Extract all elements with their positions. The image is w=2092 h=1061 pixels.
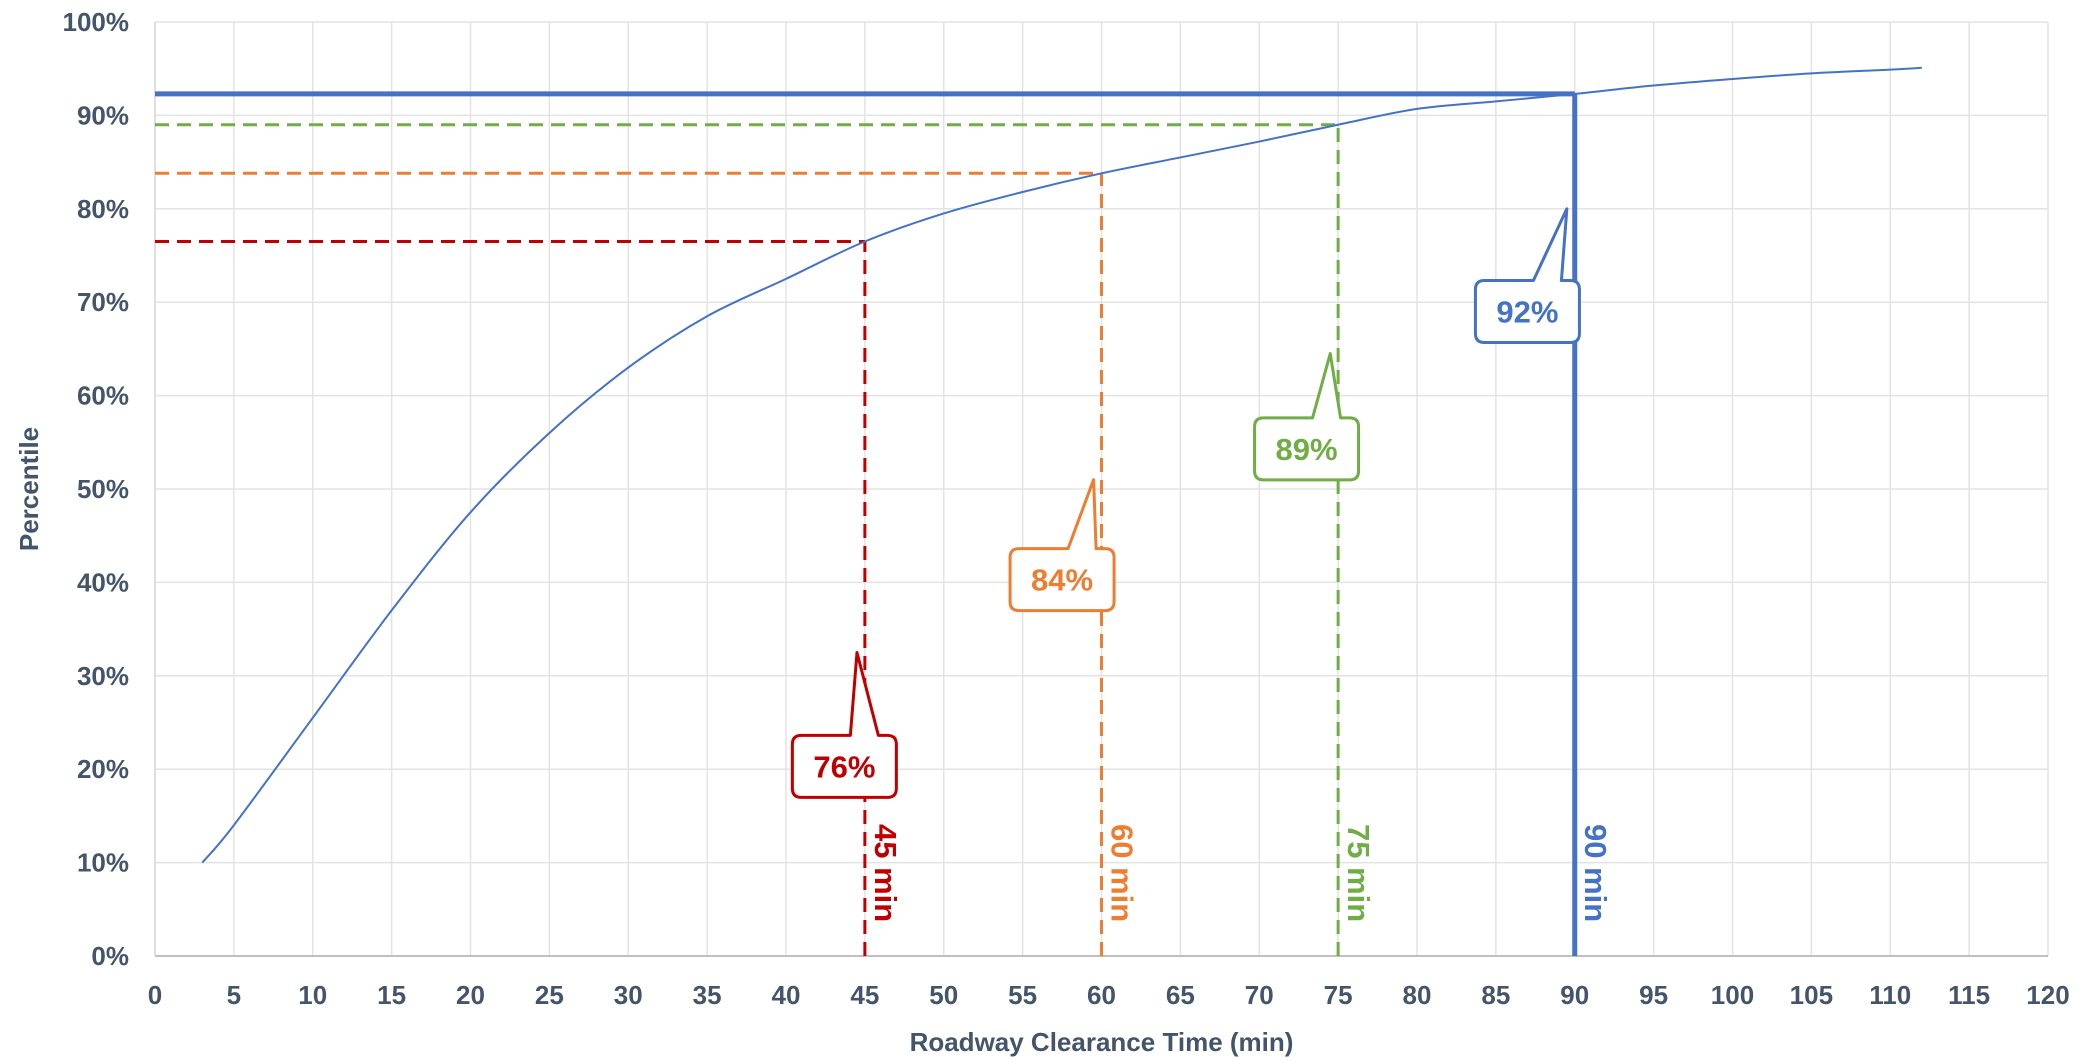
y-tick-label: 90% bbox=[77, 100, 129, 130]
x-tick-label: 120 bbox=[2026, 980, 2069, 1010]
series-point bbox=[201, 862, 203, 864]
marker-label-45: 45 min bbox=[868, 824, 903, 922]
callout-box-75 bbox=[1253, 352, 1361, 482]
y-tick-label: 30% bbox=[77, 661, 129, 691]
series-point bbox=[706, 315, 708, 317]
x-tick-label: 15 bbox=[377, 980, 406, 1010]
x-tick-label: 50 bbox=[929, 980, 958, 1010]
series-point bbox=[391, 609, 393, 611]
x-tick-label: 30 bbox=[614, 980, 643, 1010]
x-tick-label: 115 bbox=[1948, 980, 1990, 1010]
series-point bbox=[1258, 141, 1260, 143]
y-tick-label: 100% bbox=[63, 7, 130, 37]
y-tick-label: 50% bbox=[77, 474, 129, 504]
x-tick-label: 40 bbox=[772, 980, 801, 1010]
series-point bbox=[1810, 72, 1812, 74]
series-point bbox=[1653, 85, 1655, 87]
y-tick-label: 80% bbox=[77, 194, 129, 224]
callout-box-90 bbox=[1473, 207, 1581, 345]
x-tick-label: 95 bbox=[1639, 980, 1668, 1010]
marker-label-90: 90 min bbox=[1578, 824, 1613, 922]
y-tick-label: 0% bbox=[91, 941, 129, 971]
x-tick-label: 0 bbox=[148, 980, 162, 1010]
series-point bbox=[1101, 172, 1103, 174]
marker-label-60: 60 min bbox=[1105, 824, 1140, 922]
x-tick-label: 90 bbox=[1560, 980, 1589, 1010]
marker-label-75: 75 min bbox=[1341, 824, 1376, 922]
series-point bbox=[312, 717, 314, 719]
series-point bbox=[1495, 100, 1497, 102]
series-line-0 bbox=[201, 66, 1922, 864]
x-tick-label: 35 bbox=[693, 980, 722, 1010]
x-tick-label: 60 bbox=[1087, 980, 1116, 1010]
x-tick-label: 65 bbox=[1166, 980, 1195, 1010]
x-tick-label: 80 bbox=[1403, 980, 1432, 1010]
series-point bbox=[785, 278, 787, 280]
series-point bbox=[1022, 191, 1024, 193]
x-tick-label: 55 bbox=[1008, 980, 1037, 1010]
series-point bbox=[1574, 93, 1576, 95]
callout-box-60 bbox=[1008, 478, 1116, 613]
x-axis-title: Roadway Clearance Time (min) bbox=[910, 1027, 1294, 1057]
y-tick-label: 60% bbox=[77, 381, 129, 411]
x-tick-label: 25 bbox=[535, 980, 564, 1010]
x-tick-label: 20 bbox=[456, 980, 485, 1010]
x-tick-label: 70 bbox=[1245, 980, 1274, 1010]
series-point bbox=[233, 824, 235, 826]
series-point bbox=[864, 240, 866, 242]
x-tick-label: 110 bbox=[1869, 980, 1911, 1010]
x-tick-label: 5 bbox=[227, 980, 241, 1010]
y-tick-label: 40% bbox=[77, 567, 129, 597]
y-tick-label: 10% bbox=[77, 848, 129, 878]
x-tick-label: 45 bbox=[850, 980, 879, 1010]
x-tick-label: 75 bbox=[1324, 980, 1353, 1010]
callout-value-45: 76% bbox=[813, 749, 875, 784]
y-tick-label: 70% bbox=[77, 287, 129, 317]
callout-value-75: 89% bbox=[1276, 432, 1338, 467]
series-point bbox=[1732, 78, 1734, 80]
callout-value-90: 92% bbox=[1496, 295, 1558, 330]
x-tick-label: 105 bbox=[1790, 980, 1833, 1010]
callout-box-45 bbox=[790, 650, 898, 799]
x-tick-label: 100 bbox=[1711, 980, 1754, 1010]
series-point bbox=[1921, 67, 1923, 69]
series-point bbox=[627, 367, 629, 369]
x-tick-label: 10 bbox=[298, 980, 327, 1010]
y-tick-label: 20% bbox=[77, 754, 129, 784]
series-point bbox=[1179, 156, 1181, 158]
series-point bbox=[1889, 69, 1891, 71]
x-tick-label: 85 bbox=[1481, 980, 1510, 1010]
series-point bbox=[1337, 124, 1339, 126]
series-point bbox=[470, 511, 472, 513]
series-point bbox=[943, 212, 945, 214]
y-axis-title: Percentile bbox=[14, 427, 44, 551]
series-point bbox=[1416, 108, 1418, 110]
callout-value-60: 84% bbox=[1031, 563, 1093, 598]
series-point bbox=[548, 432, 550, 434]
